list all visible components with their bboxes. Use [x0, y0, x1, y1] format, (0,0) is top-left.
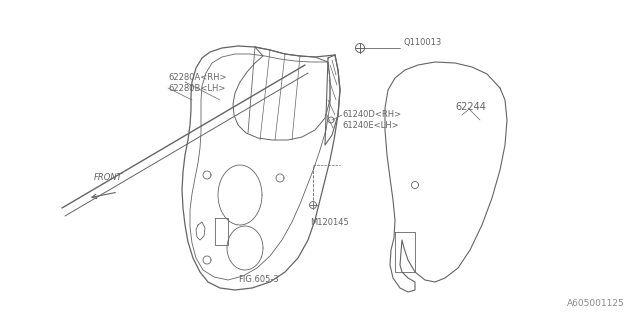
Text: M120145: M120145	[310, 218, 349, 227]
Text: 62244: 62244	[455, 102, 486, 112]
Text: 61240E<LH>: 61240E<LH>	[342, 121, 399, 130]
Text: 62280B<LH>: 62280B<LH>	[168, 84, 225, 93]
Text: A605001125: A605001125	[567, 299, 625, 308]
Text: 62280A<RH>: 62280A<RH>	[168, 73, 227, 82]
Text: FRONT: FRONT	[93, 173, 122, 182]
Text: Q110013: Q110013	[403, 38, 441, 47]
Text: 61240D<RH>: 61240D<RH>	[342, 110, 401, 119]
Text: FIG.605-3: FIG.605-3	[238, 275, 279, 284]
